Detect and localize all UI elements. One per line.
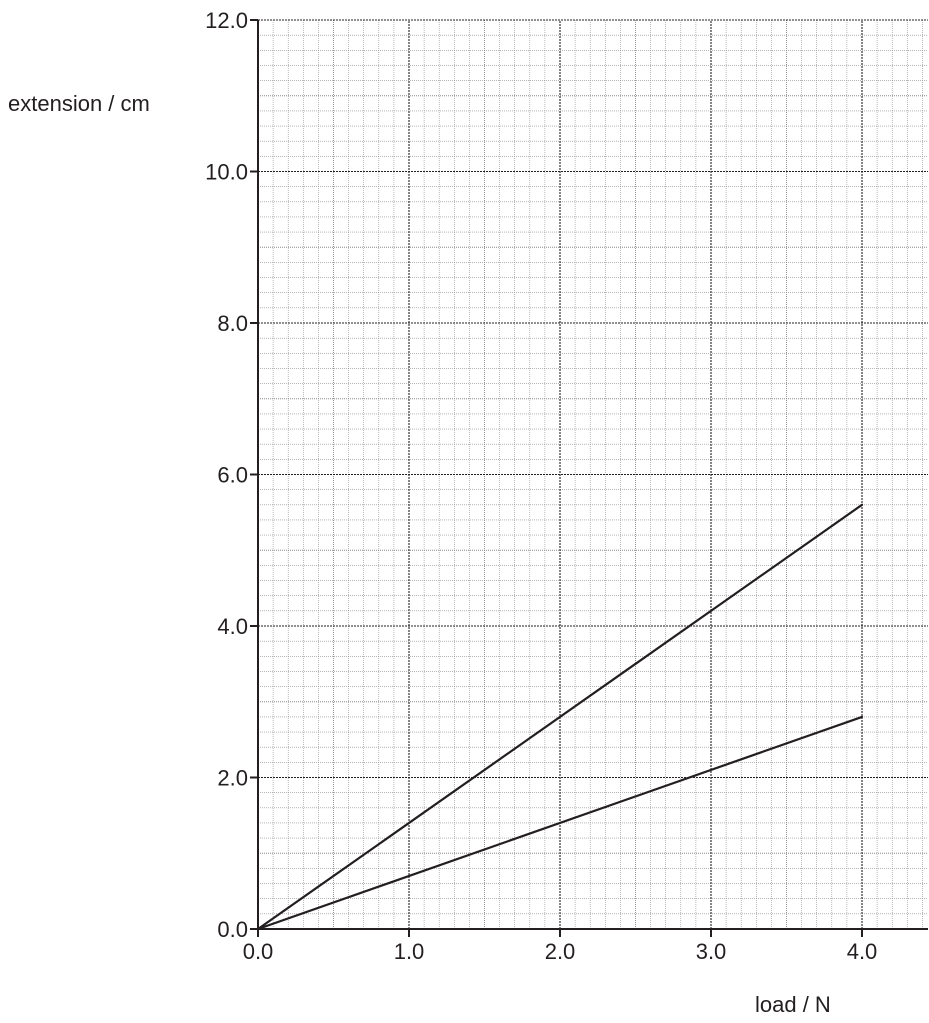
major-grid	[258, 19, 928, 929]
y-tick-label: 8.0	[217, 311, 248, 336]
x-tick-labels: 0.0 1.0 2.0 3.0 4.0	[243, 939, 878, 964]
x-tick-label: 4.0	[847, 939, 878, 964]
y-tick-label: 6.0	[217, 463, 248, 488]
y-tick-label: 0.0	[217, 917, 248, 942]
y-tick-label: 10.0	[205, 160, 248, 185]
x-axis-title: load / N	[755, 992, 831, 1017]
series-layer	[256, 503, 864, 931]
y-tick-label: 4.0	[217, 614, 248, 639]
series-line-1	[256, 503, 864, 931]
y-tick-labels: 0.0 2.0 4.0 6.0 8.0 10.0 12.0	[205, 8, 248, 942]
x-tick-label: 2.0	[545, 939, 576, 964]
y-tick-label: 2.0	[217, 766, 248, 791]
axes	[250, 19, 928, 937]
x-tick-label: 0.0	[243, 939, 274, 964]
x-tick-label: 1.0	[394, 939, 425, 964]
y-axis-title: extension / cm	[8, 91, 150, 116]
x-tick-label: 3.0	[696, 939, 727, 964]
series-line-2	[256, 715, 864, 931]
y-tick-label: 12.0	[205, 8, 248, 33]
